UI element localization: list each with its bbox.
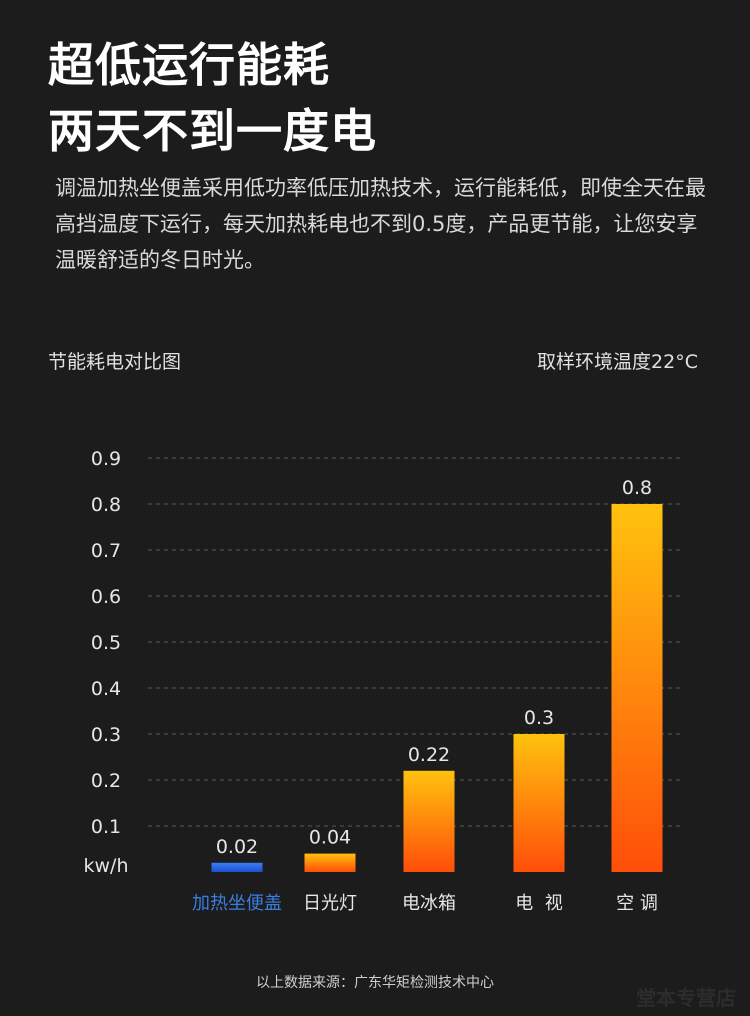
- y-tick-label: 0.2: [91, 770, 121, 792]
- bar-value-label: 0.02: [216, 836, 258, 858]
- y-tick-label: 0.6: [91, 586, 121, 608]
- headline-line-2: 两天不到一度电: [48, 104, 377, 158]
- y-tick-label: 0.1: [91, 816, 121, 838]
- bar-value-label: 0.22: [408, 744, 450, 766]
- y-tick-label: 0.4: [91, 678, 121, 700]
- bar: [611, 504, 663, 872]
- bar-value-label: 0.3: [524, 707, 554, 729]
- y-tick-label: 0.3: [91, 724, 121, 746]
- store-watermark: 堂本专营店: [636, 986, 736, 1010]
- y-axis-unit-label: kw/h: [84, 855, 129, 877]
- headline-line-1: 超低运行能耗: [48, 38, 330, 92]
- bar: [513, 734, 565, 872]
- y-tick-label: 0.5: [91, 632, 121, 654]
- category-label: 日光灯: [303, 893, 357, 914]
- y-tick-label: 0.9: [91, 448, 121, 470]
- chart-title: 节能耗电对比图: [48, 351, 182, 373]
- bar: [403, 770, 455, 872]
- bar-value-label: 0.8: [622, 477, 652, 499]
- category-label: 空 调: [616, 893, 658, 914]
- category-label: 电冰箱: [402, 893, 456, 914]
- data-source-note: 以上数据来源：广东华矩检测技术中心: [256, 975, 494, 991]
- y-axis-ticks: 0.1 0.2 0.3 0.4 0.5 0.6 0.7 0.8 0.9: [91, 448, 121, 838]
- bars: 0.02 加热坐便盖 0.04 日光灯 0.22 电冰箱 0.3 电 视 0.8 空 调: [192, 477, 663, 914]
- sampling-temperature-note: 取样环境温度22°C: [537, 351, 698, 373]
- category-label: 加热坐便盖: [192, 893, 282, 914]
- bar-value-label: 0.04: [309, 827, 351, 849]
- y-tick-label: 0.8: [91, 494, 121, 516]
- y-tick-label: 0.7: [91, 540, 121, 562]
- description-text: 调温加热坐便盖采用低功率低压加热技术，运行能耗低，即使全天在最高挡温度下运行，每…: [55, 176, 706, 272]
- bar: [211, 862, 263, 872]
- energy-comparison-chart: 0.1 0.2 0.3 0.4 0.5 0.6 0.7 0.8 0.9 kw/h 0.02 加热坐…: [84, 448, 682, 914]
- category-label: 电 视: [515, 893, 562, 914]
- bar: [304, 853, 356, 872]
